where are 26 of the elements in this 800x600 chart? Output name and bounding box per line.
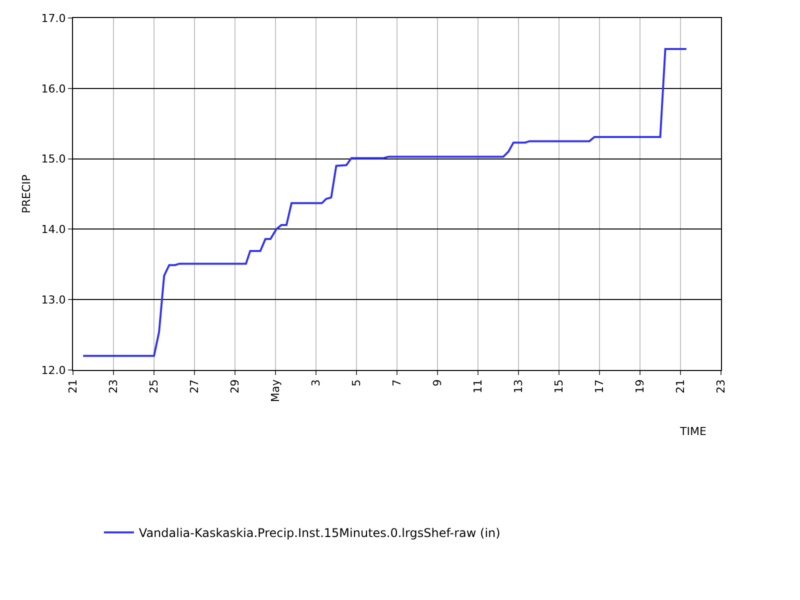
x-tick-label: 19 bbox=[634, 379, 647, 394]
x-tick-label: 11 bbox=[472, 379, 485, 394]
y-tick-label: 12.0 bbox=[41, 364, 66, 377]
x-tick-label: May bbox=[269, 378, 282, 402]
y-tick-label: 13.0 bbox=[41, 293, 66, 306]
x-tick-label: 5 bbox=[350, 379, 364, 386]
x-tick-label: 25 bbox=[148, 379, 161, 394]
x-tick-label: 9 bbox=[431, 379, 444, 386]
y-axis-title: PRECIP bbox=[20, 174, 33, 214]
x-tick-label: 3 bbox=[310, 379, 323, 386]
y-tick-label: 16.0 bbox=[41, 82, 66, 96]
x-axis-title: TIME bbox=[679, 425, 706, 438]
x-tick-label: 29 bbox=[228, 379, 242, 394]
x-tick-label: 7 bbox=[390, 379, 404, 386]
x-tick-label: 21 bbox=[66, 379, 80, 394]
x-tick-label: 21 bbox=[674, 379, 688, 394]
y-tick-label: 14.0 bbox=[41, 223, 66, 236]
y-tick-label: 15.0 bbox=[41, 152, 66, 166]
x-tick-label: 27 bbox=[188, 379, 202, 394]
y-tick-label: 17.0 bbox=[41, 12, 66, 25]
x-tick-label: 17 bbox=[593, 379, 606, 394]
legend-label: Vandalia-Kaskaskia.Precip.Inst.15Minutes.0.lrgsShef-raw (in) bbox=[138, 526, 500, 540]
x-tick-label: 15 bbox=[552, 379, 566, 394]
x-tick-label: 23 bbox=[107, 379, 120, 394]
x-tick-label: 23 bbox=[714, 379, 728, 394]
x-tick-label: 13 bbox=[512, 379, 526, 394]
